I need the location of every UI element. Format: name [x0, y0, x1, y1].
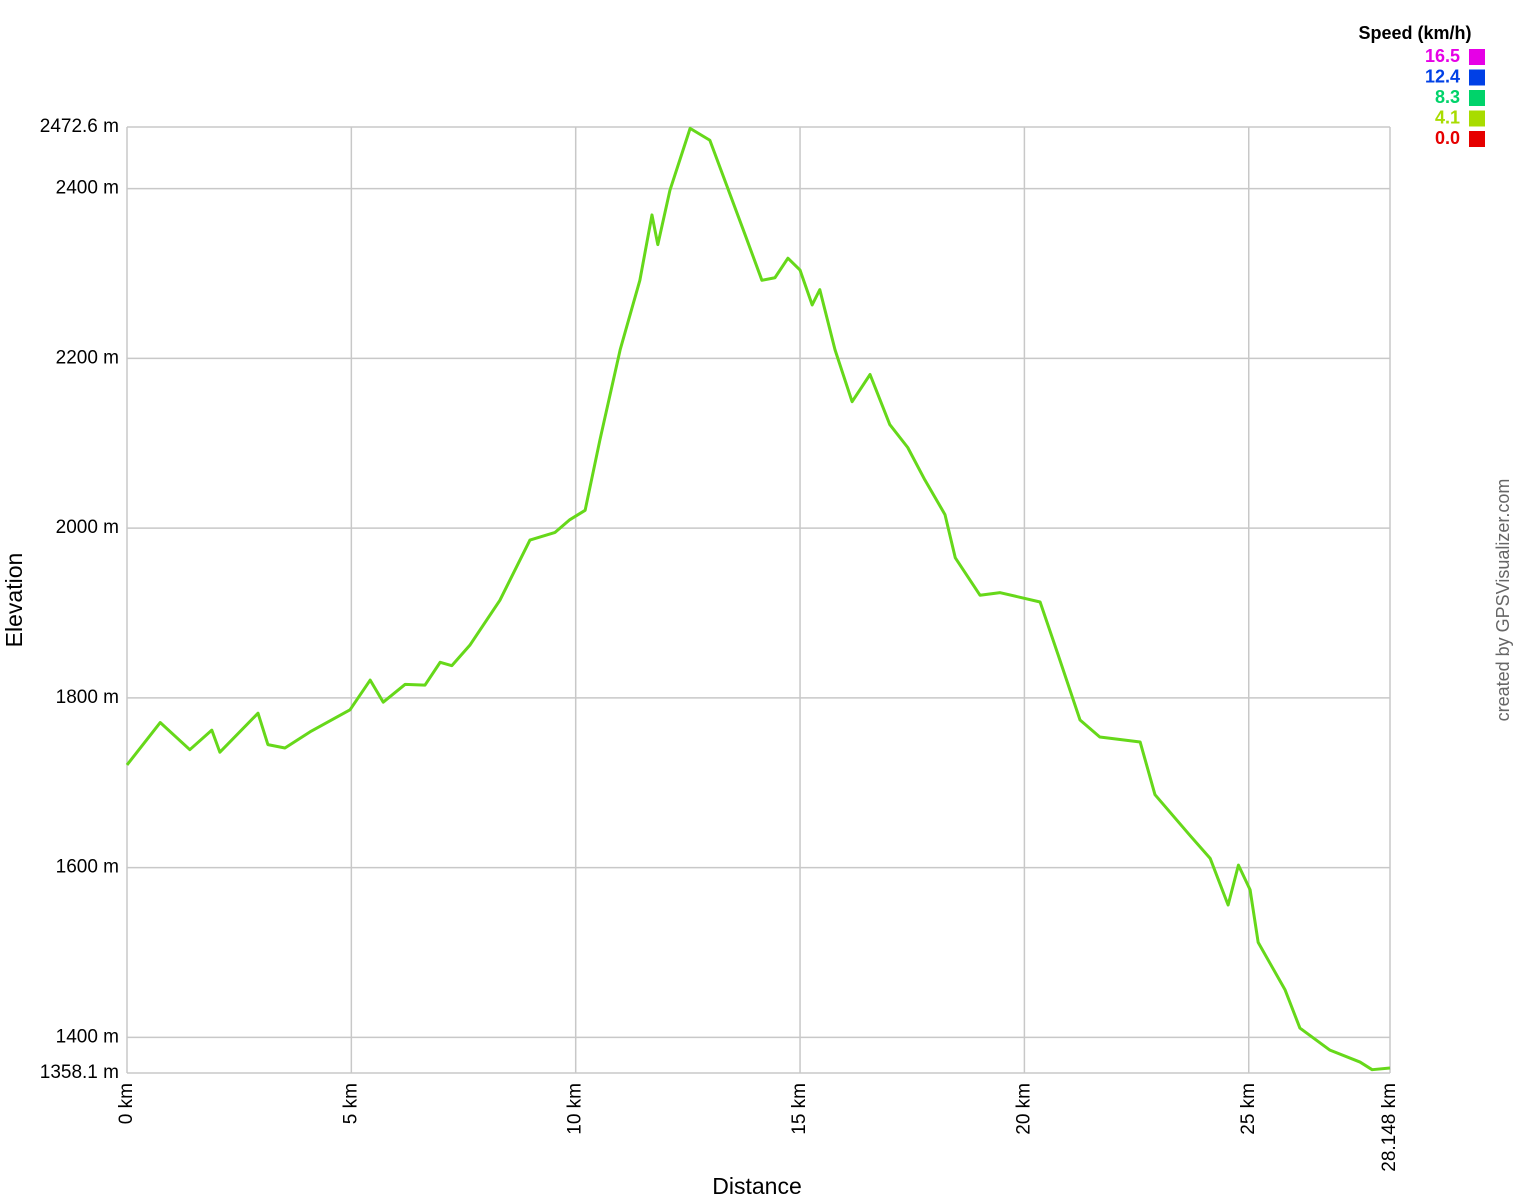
x-tick-label: 25 km — [1238, 1083, 1259, 1135]
legend-label: 0.0 — [1435, 128, 1460, 148]
y-tick-label: 2000 m — [56, 517, 119, 538]
legend-label: 12.4 — [1425, 66, 1460, 86]
legend-swatch — [1469, 131, 1485, 147]
y-tick-label: 1358.1 m — [40, 1062, 119, 1083]
y-tick-label: 2400 m — [56, 178, 119, 199]
legend-swatch — [1469, 110, 1485, 127]
elevation-line — [125, 126, 1391, 1072]
legend-swatch — [1469, 49, 1485, 65]
y-axis-title: Elevation — [1, 553, 27, 648]
legend-label: 16.5 — [1425, 46, 1460, 66]
x-tick-label: 5 km — [340, 1083, 361, 1124]
y-tick-label: 2200 m — [56, 347, 119, 368]
x-tick-label: 10 km — [565, 1083, 586, 1135]
legend-label: 8.3 — [1435, 87, 1460, 107]
y-tick-label: 1800 m — [56, 687, 119, 708]
x-tick-label: 20 km — [1013, 1083, 1034, 1135]
watermark: created by GPSVisualizer.com — [1493, 479, 1513, 722]
y-tick-label: 1400 m — [56, 1026, 119, 1047]
y-tick-label: 2472.6 m — [40, 116, 119, 137]
y-tick-label: 1600 m — [56, 857, 119, 878]
legend-swatch — [1469, 69, 1485, 86]
legend-title: Speed (km/h) — [1358, 23, 1471, 43]
legend-label: 4.1 — [1435, 107, 1460, 127]
x-axis-title: Distance — [712, 1173, 801, 1199]
x-tick-label: 0 km — [116, 1083, 137, 1124]
legend-swatch — [1469, 90, 1485, 106]
x-tick-label: 15 km — [789, 1083, 810, 1135]
x-tick-label: 28.148 km — [1379, 1083, 1400, 1172]
